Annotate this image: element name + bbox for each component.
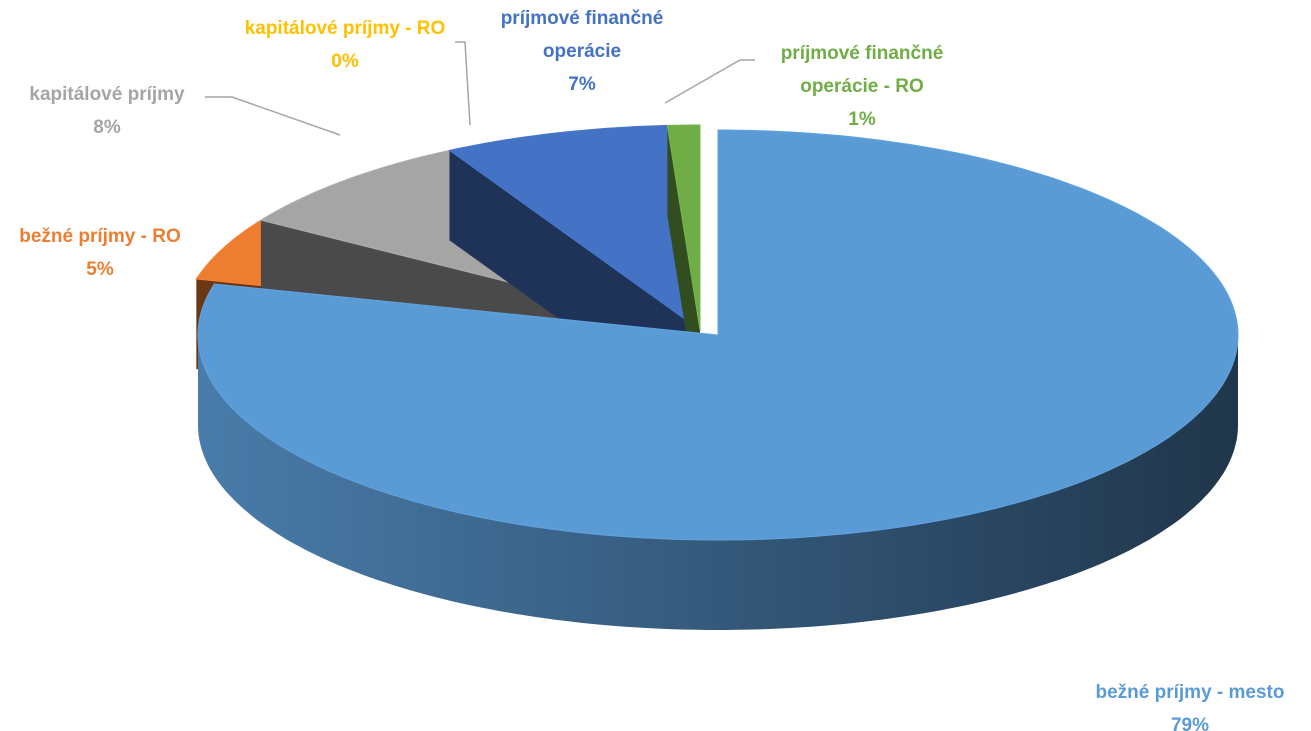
label-value: 5% xyxy=(86,259,114,280)
slice-side xyxy=(198,335,1238,630)
data-label: príjmové finančné operácie 7% xyxy=(482,2,682,101)
label-value: 8% xyxy=(93,117,121,138)
slice xyxy=(197,129,1239,541)
leader-line xyxy=(205,96,341,136)
leader-line xyxy=(455,41,471,126)
data-label: príjmové finančné operácie - RO 1% xyxy=(742,37,982,136)
label-name: kapitálové príjmy - RO xyxy=(244,18,446,39)
label-name: bežné príjmy - mesto xyxy=(1095,682,1285,703)
slice-group xyxy=(197,129,1239,630)
label-value: 79% xyxy=(1170,715,1210,731)
slice xyxy=(448,124,701,332)
data-label: kapitálové príjmy 8% xyxy=(0,78,217,144)
label-name: kapitálové príjmy xyxy=(29,84,185,105)
leader-line xyxy=(664,59,755,104)
label-name: bežné príjmy - RO xyxy=(19,226,181,247)
label-value: 7% xyxy=(568,74,596,95)
data-label: bežné príjmy - RO 5% xyxy=(0,220,220,286)
label-value: 1% xyxy=(848,109,876,130)
data-label: bežné príjmy - mesto 79% xyxy=(1060,676,1311,731)
slice xyxy=(666,124,701,331)
label-name: príjmové finančné operácie xyxy=(500,8,664,62)
data-label: kapitálové príjmy - RO 0% xyxy=(225,12,465,78)
label-name: príjmové finančné operácie - RO xyxy=(780,43,944,97)
label-value: 0% xyxy=(331,51,359,72)
